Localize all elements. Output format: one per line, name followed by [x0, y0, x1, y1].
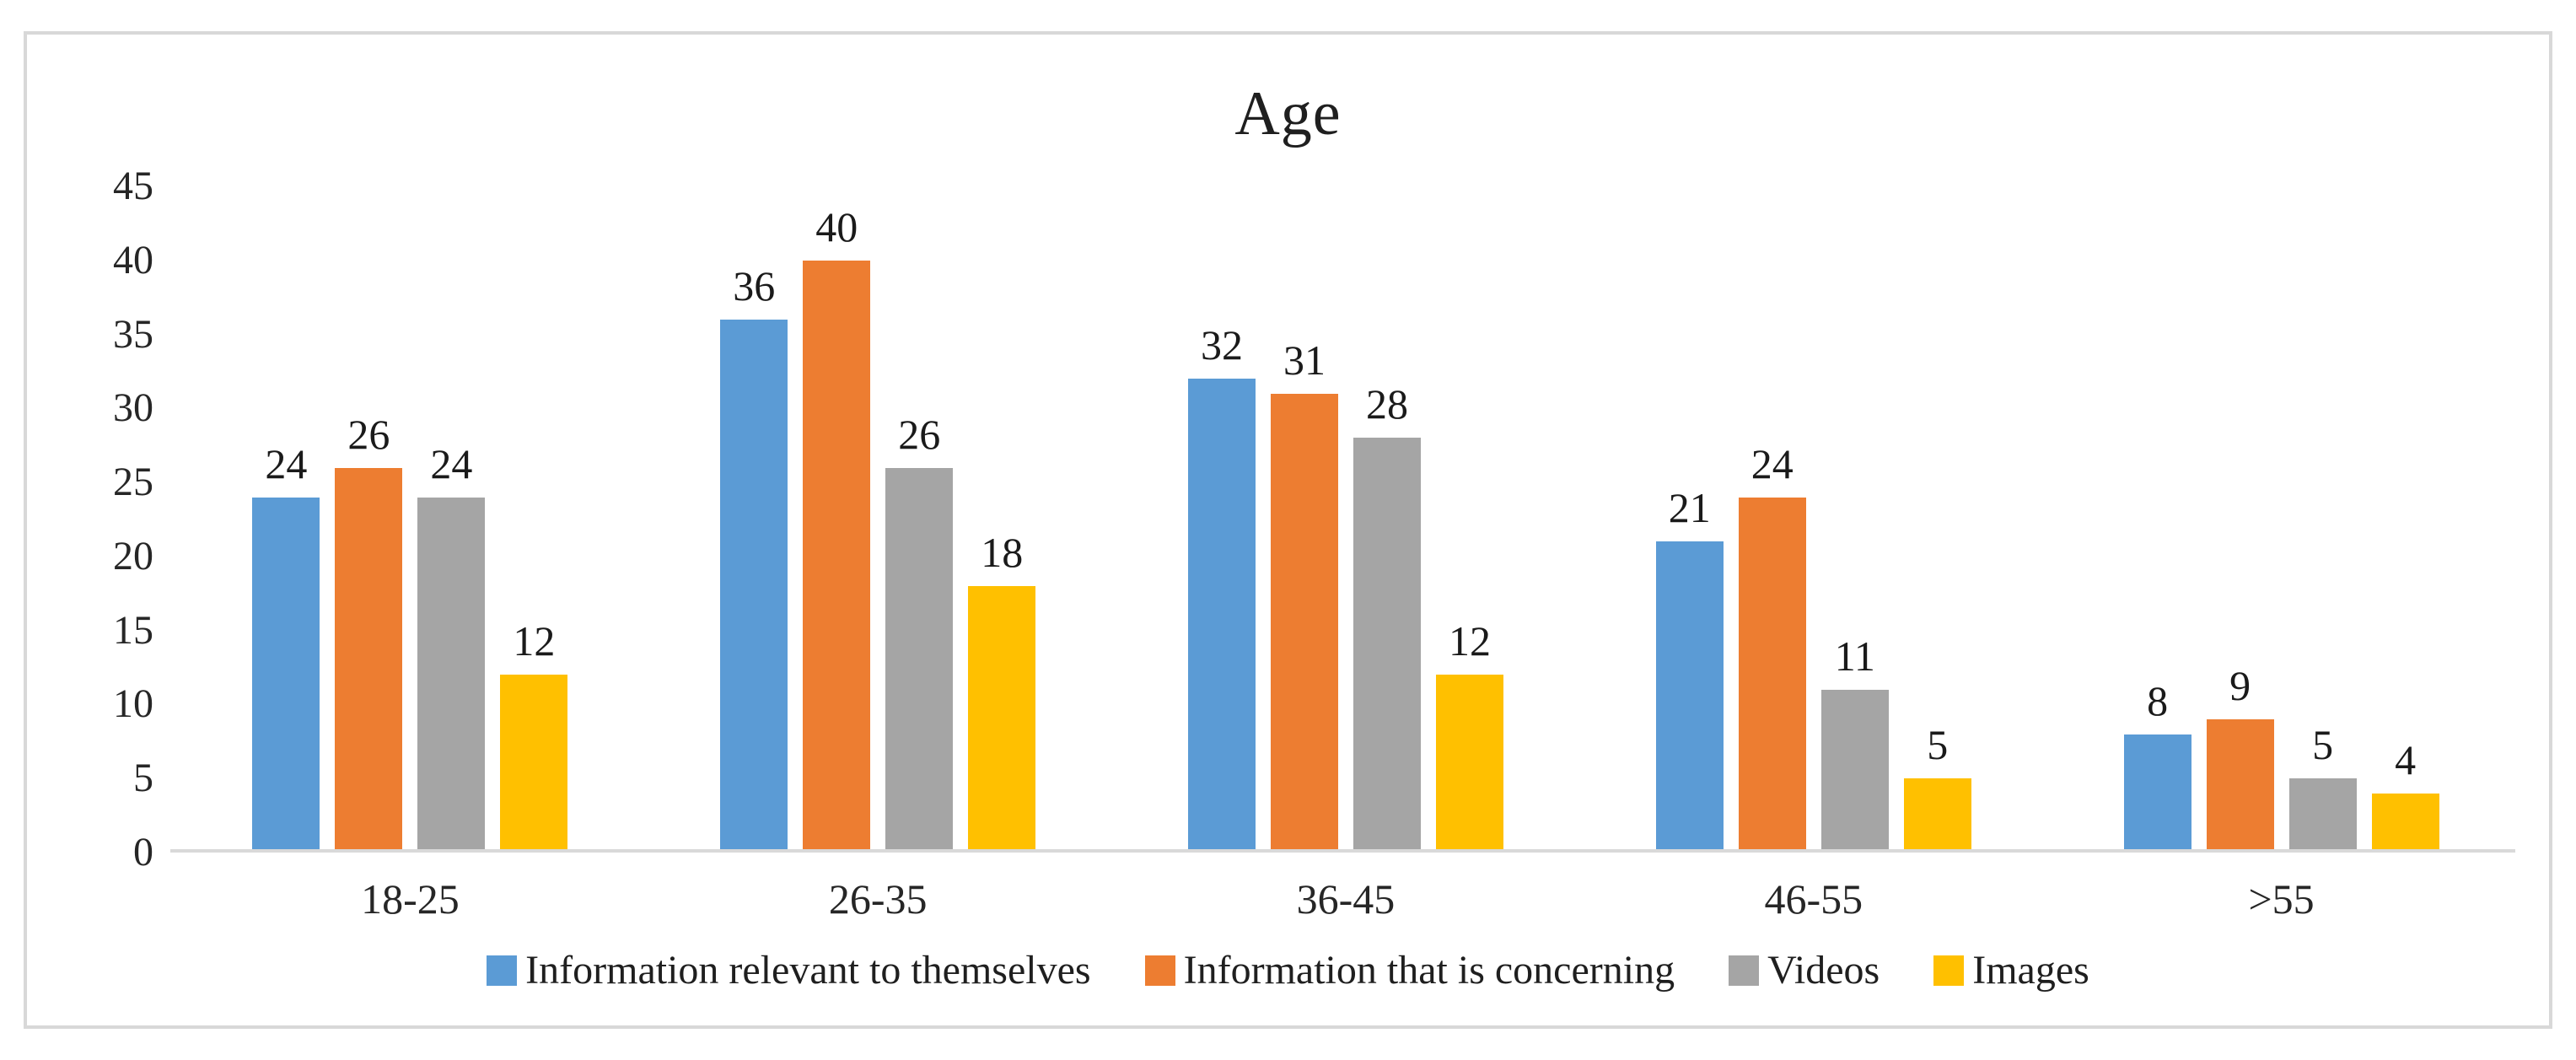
bar-value-label: 9: [2229, 662, 2251, 709]
bar-value-label: 18: [981, 529, 1024, 576]
y-tick-label: 10: [113, 681, 153, 727]
bar-value-label: 24: [430, 439, 473, 487]
bar: 4: [2371, 736, 2439, 853]
category-label: 26-35: [828, 875, 928, 923]
legend-marker: [487, 955, 518, 986]
legend-item: Information that is concerning: [1144, 947, 1675, 994]
bar-value-label: 21: [1668, 484, 1711, 532]
bar-value-label: 40: [815, 202, 858, 250]
bar: 24: [1738, 440, 1806, 853]
category-group: 8 9 5 4: [2047, 186, 2515, 853]
bar-value-label: 8: [2147, 676, 2169, 724]
bar-value-label: 24: [1750, 439, 1794, 487]
bar: 21: [1655, 484, 1724, 853]
bar-value-label: 12: [513, 617, 556, 665]
bar: 31: [1270, 336, 1338, 853]
category-group: 24 26 24 12: [176, 186, 644, 853]
category-label: 36-45: [1296, 875, 1396, 923]
y-tick-label: 5: [133, 756, 153, 801]
bar: 40: [803, 203, 871, 853]
y-tick-label: 20: [113, 533, 153, 578]
legend-label: Information that is concerning: [1183, 948, 1675, 993]
bar-value-label: 28: [1365, 380, 1408, 428]
legend-marker: [1144, 955, 1175, 986]
bar-value-label: 11: [1834, 632, 1875, 680]
y-tick-label: 30: [113, 385, 153, 431]
bar: 28: [1353, 380, 1421, 853]
bar: 12: [1435, 617, 1503, 853]
x-axis-category-row: 18-25 26-35 36-45 46-55 >55: [176, 874, 2515, 923]
bar: 9: [2206, 662, 2274, 853]
legend-item: Information relevant to themselves: [487, 947, 1091, 994]
y-axis: 0 5 10 15 20 25 30 35 40 45: [27, 164, 153, 874]
category-label: 46-55: [1764, 875, 1863, 923]
y-tick-label: 35: [113, 311, 153, 357]
x-axis-line: [170, 849, 2515, 853]
legend-marker: [1933, 955, 1965, 986]
bar-value-label: 36: [733, 262, 776, 309]
bar-value-label: 31: [1283, 336, 1326, 384]
bar: 36: [720, 262, 788, 853]
legend-item: Videos: [1729, 947, 1880, 994]
legend-label: Images: [1972, 948, 2089, 993]
bar-value-label: 24: [265, 439, 308, 487]
bar-value-label: 4: [2395, 735, 2417, 783]
legend-marker: [1729, 955, 1760, 986]
bar: 26: [885, 411, 954, 853]
y-tick-label: 40: [113, 237, 153, 282]
legend-label: Information relevant to themselves: [525, 948, 1091, 993]
bar: 5: [2288, 721, 2357, 853]
bar-value-label: 5: [1927, 721, 1949, 769]
category-group: 36 40 26 18: [644, 186, 1112, 853]
bar: 32: [1187, 321, 1256, 853]
legend: Information relevant to themselves Inform…: [27, 947, 2549, 994]
bar-value-label: 5: [2312, 721, 2334, 769]
bar: 18: [968, 529, 1036, 853]
chart-frame: Age 0 5 10 15 20 25 30 35 40 45 24 26 24 12 36 40 26 18 3…: [24, 31, 2552, 1029]
bar-value-label: 26: [347, 410, 390, 458]
bar: 12: [500, 617, 568, 853]
chart-title: Age: [1234, 79, 1342, 148]
category-group: 32 31 28 12: [1112, 186, 1580, 853]
bar-value-label: 32: [1200, 321, 1243, 369]
bar-value-label: 12: [1448, 617, 1491, 665]
legend-item: Images: [1933, 947, 2089, 994]
y-tick-label: 25: [113, 460, 153, 505]
y-tick-label: 15: [113, 607, 153, 653]
category-label: 18-25: [361, 875, 460, 923]
category-label: >55: [2248, 875, 2315, 923]
bar: 8: [2123, 677, 2191, 853]
bar-value-label: 26: [898, 410, 941, 458]
bar: 11: [1820, 632, 1889, 853]
y-tick-label: 45: [113, 164, 153, 208]
bar: 24: [252, 440, 320, 853]
plot-area: 24 26 24 12 36 40 26 18 32 31 28 12 21 24 11 5 8 9 5 4: [176, 186, 2515, 853]
bar: 24: [417, 440, 486, 853]
bar: 26: [335, 411, 403, 853]
category-group: 21 24 11 5: [1579, 186, 2047, 853]
bar: 5: [1903, 721, 1971, 853]
legend-label: Videos: [1767, 948, 1880, 993]
y-tick-label: 0: [133, 830, 153, 874]
